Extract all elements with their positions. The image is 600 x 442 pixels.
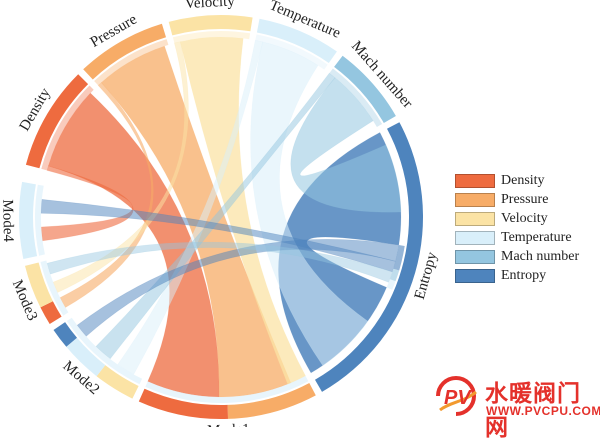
legend-item-pressure: Pressure <box>455 191 579 208</box>
watermark-title: 水暖阀门网 <box>485 381 581 441</box>
legend-label-mach-number: Mach number <box>501 248 580 264</box>
arc-mode4-part-0 <box>19 181 38 259</box>
legend-swatch-temperature <box>455 230 495 245</box>
watermark-url: WWW.PVCPU.COM <box>486 404 600 418</box>
node-label-mode4: Mode4 <box>0 199 16 242</box>
inner-band-mode4 <box>34 184 45 256</box>
arc-entropy <box>315 122 424 392</box>
legend-item-density: Density <box>455 172 579 189</box>
legend-label-density: Density <box>501 172 545 188</box>
entropy-inner-part-1 <box>389 268 400 282</box>
inner-band-temperature <box>255 34 328 70</box>
ribbon-mach-mode2-10 <box>95 72 336 360</box>
pv-logo-icon: PV <box>436 376 477 416</box>
legend-swatch-mach-number <box>455 249 495 264</box>
arc-mode1-part-0 <box>227 383 316 419</box>
legend-label-temperature: Temperature <box>501 229 572 245</box>
arc-mode2-part-0 <box>96 365 139 399</box>
watermark-logo-letters: PV <box>444 387 472 409</box>
ribbon-density-mode4-6 <box>40 165 134 242</box>
inner-band-pressure <box>94 39 169 86</box>
arc-mode2-part-1 <box>66 337 106 377</box>
inner-band-mode3 <box>40 260 69 316</box>
inner-band-density <box>41 85 94 171</box>
arc-pressure <box>83 23 166 80</box>
arc-mode3-part-0 <box>40 301 62 324</box>
arc-mode2-part-2 <box>53 322 77 347</box>
ribbon-mach-entropy-5 <box>290 77 402 213</box>
legend-swatch-entropy <box>455 268 495 283</box>
watermark: PV 水暖阀门网 WWW.PVCPU.COM <box>430 368 600 441</box>
legend-label-entropy: Entropy <box>501 267 547 283</box>
arc-velocity <box>168 15 253 36</box>
entropy-inner-part-0 <box>393 245 405 271</box>
legend-swatch-velocity <box>455 211 495 226</box>
inner-band-mach <box>329 68 383 127</box>
arc-density <box>25 74 89 169</box>
entropy-inner-part-2 <box>386 279 396 290</box>
ribbon-temperature-entropy-4 <box>250 41 369 366</box>
arc-mode1-part-1 <box>138 388 228 420</box>
legend-swatch-density <box>455 173 495 188</box>
inner-band-velocity <box>172 30 251 44</box>
legend: Density Pressure Velocity Temperature Ma… <box>455 172 579 284</box>
legend-item-velocity: Velocity <box>455 210 579 227</box>
legend-swatch-pressure <box>455 192 495 207</box>
legend-label-velocity: Velocity <box>501 210 548 226</box>
legend-item-temperature: Temperature <box>455 229 579 246</box>
ribbon-entropy-mode3-13 <box>46 241 393 283</box>
arc-mode3-part-1 <box>25 262 53 308</box>
ribbon-velocity-mode1-3 <box>179 36 306 385</box>
arc-temperature <box>256 18 337 63</box>
inner-band-mode2 <box>66 317 143 385</box>
node-label-mode1: Mode1 <box>207 422 250 427</box>
arc-mach <box>334 55 396 124</box>
legend-label-pressure: Pressure <box>501 191 549 207</box>
legend-item-mach-number: Mach number <box>455 248 579 265</box>
ribbon-temperature-mode2-9 <box>117 39 264 375</box>
node-label-velocity: Velocity <box>184 0 235 12</box>
inner-band-mode1 <box>145 375 309 403</box>
ribbon-layer <box>40 36 402 398</box>
arc-layer <box>19 15 424 420</box>
legend-item-entropy: Entropy <box>455 267 579 284</box>
